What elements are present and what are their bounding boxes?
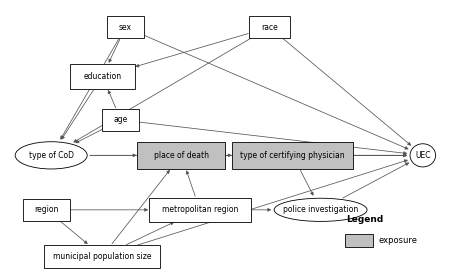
Ellipse shape <box>410 144 436 167</box>
Text: municipal population size: municipal population size <box>53 252 152 261</box>
Text: education: education <box>83 72 121 81</box>
Text: type of CoD: type of CoD <box>29 151 73 160</box>
Text: type of certifying physician: type of certifying physician <box>240 151 345 160</box>
Text: police investigation: police investigation <box>283 205 358 214</box>
FancyBboxPatch shape <box>149 198 251 222</box>
FancyBboxPatch shape <box>232 142 353 169</box>
Text: metropolitan region: metropolitan region <box>162 205 238 214</box>
FancyBboxPatch shape <box>23 199 70 221</box>
FancyBboxPatch shape <box>44 245 160 268</box>
FancyBboxPatch shape <box>345 234 373 247</box>
Text: Legend: Legend <box>346 215 383 224</box>
Ellipse shape <box>15 142 87 169</box>
Text: UEC: UEC <box>415 151 430 160</box>
Text: race: race <box>261 23 278 32</box>
Text: sex: sex <box>119 23 132 32</box>
FancyBboxPatch shape <box>70 64 135 89</box>
FancyBboxPatch shape <box>248 16 291 38</box>
Text: age: age <box>114 115 128 125</box>
Text: region: region <box>34 205 59 214</box>
FancyBboxPatch shape <box>102 109 139 131</box>
Text: place of death: place of death <box>154 151 209 160</box>
Text: exposure: exposure <box>379 236 418 245</box>
FancyBboxPatch shape <box>107 16 144 38</box>
FancyBboxPatch shape <box>137 142 226 169</box>
Ellipse shape <box>274 198 367 221</box>
